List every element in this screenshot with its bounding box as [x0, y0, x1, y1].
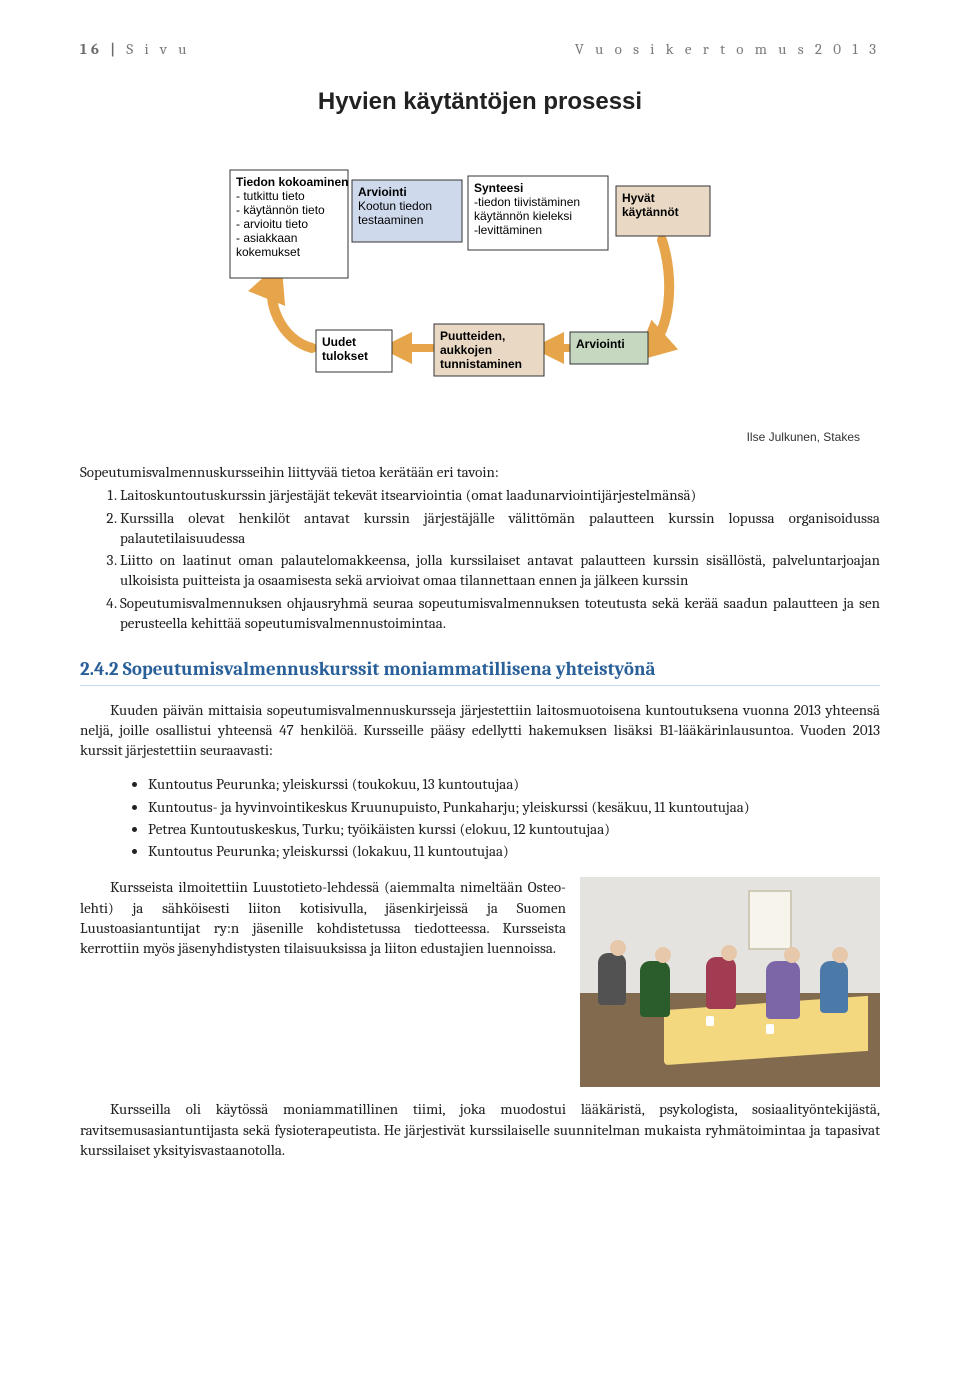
process-flowchart: Tiedon kokoaminen- tutkittu tieto- käytä…	[80, 140, 880, 390]
numbered-item: Laitoskuntoutuskurssin järjestäjät tekev…	[120, 485, 880, 505]
text-image-row: Kursseista ilmoitettiin Luustotieto-lehd…	[80, 877, 880, 1087]
bullet-item: Petrea Kuntoutuskeskus, Turku; työikäist…	[148, 819, 880, 839]
svg-text:Arviointi: Arviointi	[358, 185, 407, 199]
section-number: 2.4.2	[80, 658, 119, 680]
svg-text:-tiedon tiivistäminen: -tiedon tiivistäminen	[474, 195, 580, 209]
numbered-item: Kurssilla olevat henkilöt antavat kurssi…	[120, 508, 880, 549]
body-text: Sopeutumisvalmennuskursseihin liittyvää …	[80, 462, 880, 1160]
svg-text:Arviointi: Arviointi	[576, 337, 625, 351]
svg-text:kokemukset: kokemukset	[236, 245, 301, 259]
bullet-item: Kuntoutus- ja hyvinvointikeskus Kruunupu…	[148, 797, 880, 817]
page-num-value: 16 |	[80, 40, 126, 58]
page-header: 16 | S i v u V u o s i k e r t o m u s 2…	[80, 40, 880, 58]
svg-text:Kootun tiedon: Kootun tiedon	[358, 199, 432, 213]
svg-text:Hyvät: Hyvät	[622, 191, 655, 205]
para-2: Kursseista ilmoitettiin Luustotieto-lehd…	[80, 877, 566, 958]
numbered-item: Sopeutumisvalmennuksen ohjausryhmä seura…	[120, 593, 880, 634]
svg-text:Tiedon kokoaminen: Tiedon kokoaminen	[236, 175, 348, 189]
section-heading: 2.4.2 Sopeutumisvalmennuskurssit moniamm…	[80, 657, 880, 686]
bullet-list: Kuntoutus Peurunka; yleiskurssi (toukoku…	[130, 774, 880, 861]
doc-title: V u o s i k e r t o m u s 2 0 1 3	[575, 40, 880, 58]
svg-text:- käytännön tieto: - käytännön tieto	[236, 203, 325, 217]
svg-text:Uudet: Uudet	[322, 335, 356, 349]
svg-text:tulokset: tulokset	[322, 349, 368, 363]
svg-text:testaaminen: testaaminen	[358, 213, 423, 227]
numbered-list: Laitoskuntoutuskurssin järjestäjät tekev…	[102, 485, 880, 633]
svg-text:- asiakkaan: - asiakkaan	[236, 231, 297, 245]
page: 16 | S i v u V u o s i k e r t o m u s 2…	[0, 0, 960, 1234]
svg-text:tunnistaminen: tunnistaminen	[440, 357, 522, 371]
diagram-attribution: Ilse Julkunen, Stakes	[80, 430, 860, 444]
svg-text:- tutkittu tieto: - tutkittu tieto	[236, 189, 305, 203]
svg-text:Synteesi: Synteesi	[474, 181, 523, 195]
svg-text:käytännöt: käytännöt	[622, 205, 679, 219]
section-title: Sopeutumisvalmennuskurssit moniammatilli…	[123, 658, 656, 680]
svg-text:-levittäminen: -levittäminen	[474, 223, 542, 237]
svg-text:käytännön kieleksi: käytännön kieleksi	[474, 209, 572, 223]
intro-sentence: Sopeutumisvalmennuskursseihin liittyvää …	[80, 462, 880, 482]
para-3: Kursseilla oli käytössä moniammatillinen…	[80, 1099, 880, 1160]
svg-text:- arvioitu tieto: - arvioitu tieto	[236, 217, 308, 231]
para-1: Kuuden päivän mittaisia sopeutumisvalmen…	[80, 700, 880, 761]
course-photo	[580, 877, 880, 1087]
page-number: 16 | S i v u	[80, 40, 190, 58]
page-label: S i v u	[126, 40, 190, 58]
svg-text:aukkojen: aukkojen	[440, 343, 492, 357]
diagram-title: Hyvien käytäntöjen prosessi	[80, 88, 880, 116]
svg-text:Puutteiden,: Puutteiden,	[440, 329, 505, 343]
bullet-item: Kuntoutus Peurunka; yleiskurssi (toukoku…	[148, 774, 880, 794]
numbered-item: Liitto on laatinut oman palautelomakkeen…	[120, 550, 880, 591]
bullet-item: Kuntoutus Peurunka; yleiskurssi (lokakuu…	[148, 841, 880, 861]
